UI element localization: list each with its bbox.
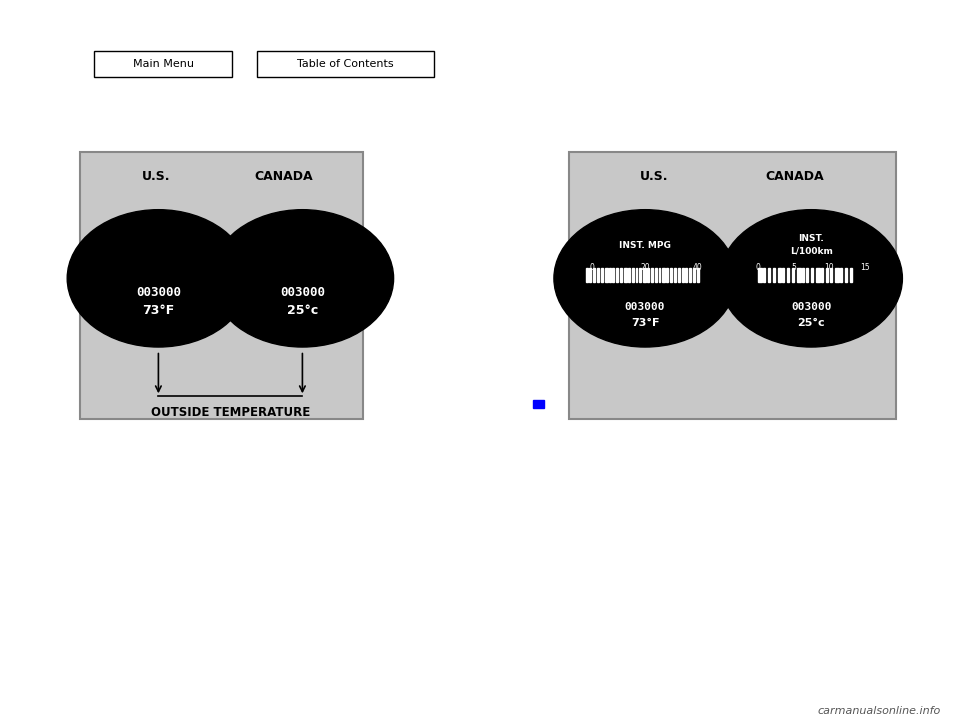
Bar: [601, 268, 603, 282]
Text: Main Menu: Main Menu: [132, 59, 194, 69]
Bar: [659, 268, 660, 282]
FancyBboxPatch shape: [569, 152, 896, 419]
Circle shape: [720, 210, 902, 347]
Bar: [662, 268, 665, 282]
Text: 0: 0: [756, 263, 761, 272]
Text: 25°c: 25°c: [798, 318, 825, 328]
Bar: [773, 268, 775, 282]
Text: 003000: 003000: [280, 286, 324, 299]
Bar: [670, 268, 672, 282]
Text: 10: 10: [825, 263, 834, 272]
Bar: [840, 268, 842, 282]
Bar: [593, 268, 595, 282]
Circle shape: [211, 210, 394, 347]
Text: 40: 40: [693, 263, 703, 272]
FancyBboxPatch shape: [94, 51, 232, 77]
Text: L/100km: L/100km: [790, 247, 832, 255]
FancyBboxPatch shape: [80, 152, 363, 419]
Circle shape: [67, 210, 250, 347]
Text: INST.: INST.: [799, 234, 824, 243]
Bar: [605, 268, 608, 282]
Text: 25°c: 25°c: [287, 304, 318, 317]
Bar: [682, 268, 684, 282]
Circle shape: [554, 210, 736, 347]
Bar: [826, 268, 828, 282]
Bar: [597, 268, 599, 282]
Text: Table of Contents: Table of Contents: [298, 59, 394, 69]
Bar: [628, 268, 630, 282]
Bar: [678, 268, 680, 282]
Text: 003000: 003000: [791, 302, 831, 312]
Bar: [835, 268, 839, 282]
Bar: [792, 268, 794, 282]
Bar: [609, 268, 611, 282]
Bar: [797, 268, 801, 282]
Text: 003000: 003000: [625, 302, 665, 312]
Text: U.S.: U.S.: [142, 170, 170, 183]
Bar: [830, 268, 832, 282]
Text: INST. MPG: INST. MPG: [619, 241, 671, 250]
Bar: [693, 268, 695, 282]
Bar: [647, 268, 649, 282]
Bar: [616, 268, 618, 282]
Text: CANADA: CANADA: [254, 170, 313, 183]
Text: 15: 15: [860, 263, 870, 272]
Bar: [624, 268, 627, 282]
Bar: [782, 268, 784, 282]
Bar: [768, 268, 770, 282]
Bar: [850, 268, 852, 282]
Text: 73°F: 73°F: [631, 318, 660, 328]
Bar: [763, 268, 765, 282]
Bar: [806, 268, 808, 282]
Bar: [620, 268, 622, 282]
Text: carmanualsonline.info: carmanualsonline.info: [818, 706, 941, 716]
Bar: [787, 268, 789, 282]
Bar: [821, 268, 823, 282]
Bar: [666, 268, 668, 282]
Bar: [589, 268, 591, 282]
Text: CANADA: CANADA: [765, 170, 824, 183]
Text: 20: 20: [640, 263, 650, 272]
Bar: [636, 268, 637, 282]
FancyBboxPatch shape: [257, 51, 434, 77]
Bar: [689, 268, 691, 282]
Text: 5: 5: [791, 263, 797, 272]
Bar: [674, 268, 676, 282]
Bar: [586, 268, 588, 282]
Bar: [811, 268, 813, 282]
Bar: [685, 268, 687, 282]
Bar: [651, 268, 653, 282]
Text: 0: 0: [589, 263, 595, 272]
Bar: [632, 268, 634, 282]
Bar: [816, 268, 820, 282]
Bar: [778, 268, 781, 282]
Bar: [612, 268, 614, 282]
Bar: [643, 268, 646, 282]
Text: 003000: 003000: [136, 286, 180, 299]
Bar: [697, 268, 699, 282]
Bar: [845, 268, 847, 282]
Bar: [802, 268, 804, 282]
Text: OUTSIDE TEMPERATURE: OUTSIDE TEMPERATURE: [151, 406, 310, 419]
Bar: [758, 268, 762, 282]
Bar: [533, 400, 544, 408]
Bar: [655, 268, 657, 282]
Text: U.S.: U.S.: [640, 170, 668, 183]
Bar: [639, 268, 641, 282]
Text: 73°F: 73°F: [142, 304, 175, 317]
